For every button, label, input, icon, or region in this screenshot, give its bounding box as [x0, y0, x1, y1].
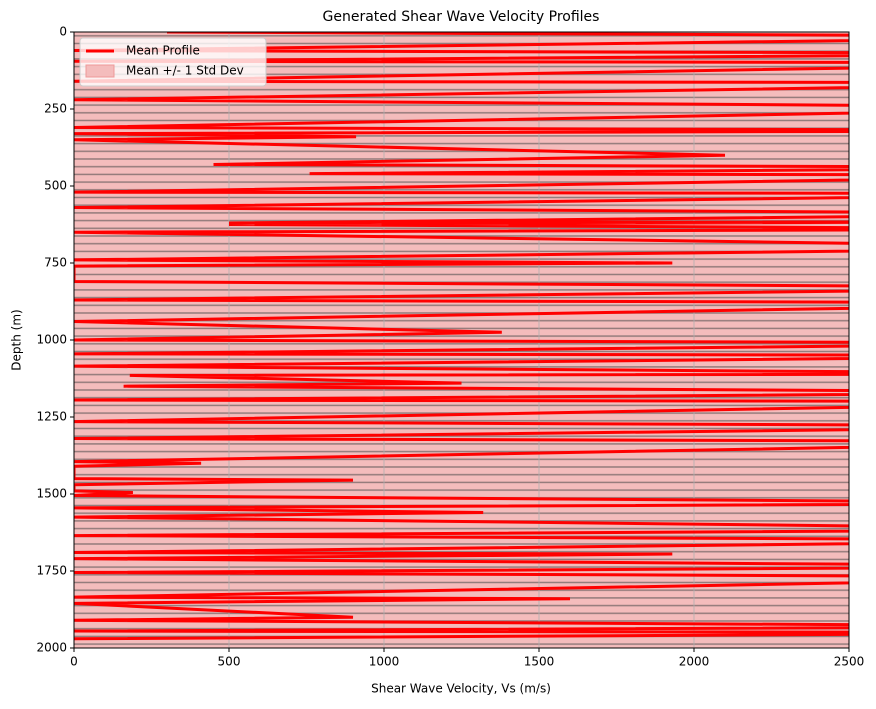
y-tick-label: 1500: [36, 487, 67, 501]
y-tick-label: 750: [44, 256, 67, 270]
x-tick-label: 2000: [679, 655, 710, 669]
y-tick-label: 1000: [36, 333, 67, 347]
y-tick-label: 500: [44, 179, 67, 193]
legend-box: [79, 37, 267, 87]
y-axis-label: Depth (m): [10, 309, 24, 370]
x-tick-label: 500: [218, 655, 241, 669]
legend-label: Mean Profile: [126, 44, 200, 58]
y-tick-label: 1250: [36, 410, 67, 424]
mean-profile: [74, 32, 849, 641]
x-tick-label: 2500: [834, 655, 865, 669]
x-tick-label: 0: [70, 655, 78, 669]
y-tick-label: 2000: [36, 641, 67, 655]
chart-title: Generated Shear Wave Velocity Profiles: [323, 9, 600, 25]
plot-area: [74, 32, 849, 648]
x-axis-label: Shear Wave Velocity, Vs (m/s): [371, 682, 551, 696]
legend-swatch: [85, 64, 115, 78]
y-tick-label: 250: [44, 102, 67, 116]
y-tick-label: 1750: [36, 564, 67, 578]
y-tick-label: 0: [59, 25, 67, 39]
legend-label: Mean +/- 1 Std Dev: [126, 64, 244, 78]
x-tick-label: 1500: [524, 655, 555, 669]
x-tick-label: 1000: [369, 655, 400, 669]
